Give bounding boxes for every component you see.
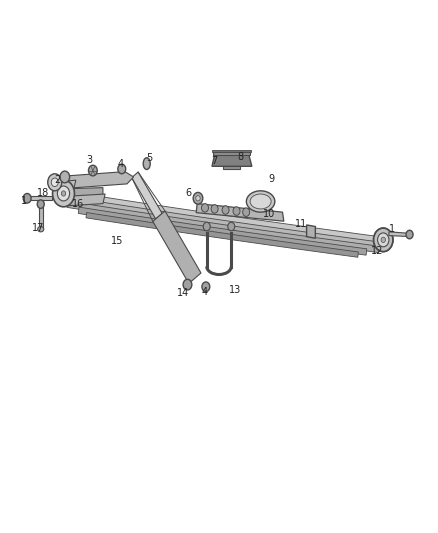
Ellipse shape <box>118 164 126 174</box>
Ellipse shape <box>51 178 58 187</box>
Polygon shape <box>78 207 367 255</box>
Text: 1: 1 <box>389 224 395 234</box>
Ellipse shape <box>38 227 44 232</box>
Polygon shape <box>39 205 43 228</box>
Ellipse shape <box>222 206 229 214</box>
Text: 14: 14 <box>177 288 189 298</box>
Ellipse shape <box>246 191 275 212</box>
Ellipse shape <box>53 180 74 207</box>
Ellipse shape <box>23 193 31 203</box>
Text: 7: 7 <box>212 156 218 166</box>
Text: 13: 13 <box>229 286 241 295</box>
Ellipse shape <box>201 204 208 212</box>
Text: 1: 1 <box>21 197 27 206</box>
Ellipse shape <box>88 165 97 176</box>
Polygon shape <box>132 172 162 219</box>
Ellipse shape <box>374 228 393 252</box>
Polygon shape <box>213 152 250 155</box>
Polygon shape <box>67 201 379 253</box>
Polygon shape <box>389 232 412 237</box>
Ellipse shape <box>196 196 200 201</box>
Polygon shape <box>196 204 284 221</box>
Text: 2: 2 <box>54 175 60 185</box>
Ellipse shape <box>228 222 235 231</box>
Ellipse shape <box>37 200 44 208</box>
Polygon shape <box>86 213 358 257</box>
Text: 12: 12 <box>371 246 384 255</box>
Text: 8: 8 <box>237 152 243 162</box>
Polygon shape <box>24 196 52 200</box>
Polygon shape <box>61 180 76 197</box>
Ellipse shape <box>250 194 271 209</box>
Ellipse shape <box>243 208 250 216</box>
Polygon shape <box>53 188 103 198</box>
Ellipse shape <box>381 237 385 243</box>
Text: 4: 4 <box>202 287 208 297</box>
Text: 3: 3 <box>87 155 93 165</box>
Ellipse shape <box>61 191 66 196</box>
Ellipse shape <box>48 174 62 191</box>
Ellipse shape <box>57 186 70 201</box>
Ellipse shape <box>233 207 240 215</box>
Polygon shape <box>68 194 105 206</box>
Text: 18: 18 <box>37 188 49 198</box>
Polygon shape <box>212 150 251 152</box>
Text: 17: 17 <box>32 223 45 233</box>
Polygon shape <box>153 211 201 284</box>
Text: 5: 5 <box>146 154 152 163</box>
Text: 16: 16 <box>72 199 84 208</box>
Ellipse shape <box>143 158 150 169</box>
Text: 9: 9 <box>268 174 275 183</box>
Ellipse shape <box>211 205 218 213</box>
Text: 4: 4 <box>117 159 124 168</box>
Ellipse shape <box>378 233 389 247</box>
Polygon shape <box>307 225 315 238</box>
Ellipse shape <box>381 237 385 242</box>
Ellipse shape <box>406 230 413 239</box>
Polygon shape <box>53 172 134 189</box>
Ellipse shape <box>378 233 389 247</box>
Polygon shape <box>223 166 240 169</box>
Text: 10: 10 <box>263 209 276 219</box>
Text: 15: 15 <box>111 236 124 246</box>
Ellipse shape <box>60 171 70 183</box>
Ellipse shape <box>183 279 192 290</box>
Ellipse shape <box>203 222 210 231</box>
Polygon shape <box>63 191 384 245</box>
Text: 11: 11 <box>295 219 307 229</box>
Text: 6: 6 <box>185 188 191 198</box>
Polygon shape <box>212 155 252 166</box>
Polygon shape <box>63 196 384 249</box>
Ellipse shape <box>202 282 210 292</box>
Ellipse shape <box>193 192 203 204</box>
Ellipse shape <box>374 228 393 252</box>
